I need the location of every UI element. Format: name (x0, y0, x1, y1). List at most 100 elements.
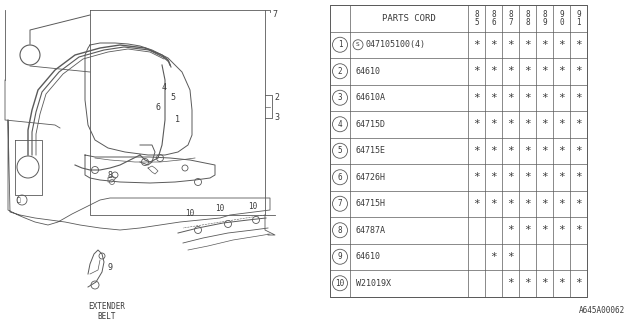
Text: *: * (541, 93, 548, 103)
Text: *: * (490, 119, 497, 129)
Text: *: * (490, 252, 497, 262)
Text: *: * (490, 40, 497, 50)
Text: 10: 10 (186, 209, 195, 218)
Text: *: * (558, 278, 565, 288)
Text: *: * (507, 278, 514, 288)
Text: 7: 7 (272, 10, 277, 19)
Text: 5: 5 (170, 92, 175, 101)
Text: 9: 9 (108, 262, 113, 271)
Text: 7: 7 (338, 199, 342, 208)
Text: 64610: 64610 (356, 67, 381, 76)
Text: *: * (558, 146, 565, 156)
Text: *: * (558, 225, 565, 235)
Text: *: * (575, 199, 582, 209)
Text: *: * (575, 172, 582, 182)
Text: *: * (490, 199, 497, 209)
Text: *: * (524, 40, 531, 50)
Text: S: S (356, 42, 360, 47)
Text: 2: 2 (274, 92, 279, 101)
Text: *: * (575, 146, 582, 156)
Text: *: * (473, 172, 480, 182)
Text: 047105100(4): 047105100(4) (366, 40, 426, 49)
Text: *: * (541, 225, 548, 235)
Text: *: * (541, 199, 548, 209)
Text: *: * (541, 172, 548, 182)
Text: 9: 9 (338, 252, 342, 261)
Text: *: * (524, 172, 531, 182)
Text: *: * (507, 93, 514, 103)
Text: *: * (558, 199, 565, 209)
Text: *: * (473, 40, 480, 50)
Text: 8: 8 (474, 10, 479, 19)
Text: *: * (507, 199, 514, 209)
Text: *: * (524, 278, 531, 288)
Text: *: * (473, 119, 480, 129)
Text: *: * (507, 66, 514, 76)
Text: *: * (507, 225, 514, 235)
Text: 6: 6 (338, 173, 342, 182)
Text: 1: 1 (576, 18, 581, 27)
Text: 64610A: 64610A (356, 93, 386, 102)
Text: *: * (473, 199, 480, 209)
Text: 7: 7 (508, 18, 513, 27)
Text: 64715D: 64715D (356, 120, 386, 129)
Text: *: * (507, 172, 514, 182)
Text: 3: 3 (274, 114, 279, 123)
Text: 9: 9 (576, 10, 581, 19)
Text: 4: 4 (162, 84, 167, 92)
Text: 10: 10 (335, 279, 344, 288)
Text: *: * (490, 146, 497, 156)
Text: *: * (575, 66, 582, 76)
Text: *: * (575, 40, 582, 50)
Text: 64715H: 64715H (356, 199, 386, 208)
Text: 8: 8 (338, 226, 342, 235)
Text: *: * (541, 40, 548, 50)
Text: 1: 1 (338, 40, 342, 49)
Text: ⑧: ⑧ (17, 197, 21, 203)
Text: *: * (524, 93, 531, 103)
Text: *: * (524, 66, 531, 76)
Text: 8: 8 (491, 10, 496, 19)
Text: 64726H: 64726H (356, 173, 386, 182)
Text: 64610: 64610 (356, 252, 381, 261)
Text: *: * (473, 146, 480, 156)
Text: *: * (541, 278, 548, 288)
Text: *: * (541, 66, 548, 76)
Text: *: * (524, 146, 531, 156)
Text: *: * (507, 252, 514, 262)
Text: *: * (473, 66, 480, 76)
Text: *: * (541, 119, 548, 129)
Text: A645A00062: A645A00062 (579, 306, 625, 315)
Bar (330, 5, 587, 297)
Text: 6: 6 (491, 18, 496, 27)
Text: 10: 10 (216, 204, 225, 213)
Text: *: * (575, 225, 582, 235)
Text: 64787A: 64787A (356, 226, 386, 235)
Text: *: * (558, 119, 565, 129)
Text: 2: 2 (338, 67, 342, 76)
Text: 64715E: 64715E (356, 146, 386, 155)
Text: 3: 3 (338, 93, 342, 102)
Text: 9: 9 (559, 10, 564, 19)
Text: 6: 6 (155, 103, 160, 113)
Text: 5: 5 (474, 18, 479, 27)
Text: 0: 0 (559, 18, 564, 27)
Text: 4: 4 (338, 120, 342, 129)
Text: PARTS CORD: PARTS CORD (382, 14, 436, 23)
Text: W21019X: W21019X (356, 279, 391, 288)
Text: *: * (473, 93, 480, 103)
Text: 5: 5 (338, 146, 342, 155)
Text: 8: 8 (525, 18, 530, 27)
Text: 1: 1 (175, 116, 180, 124)
Text: *: * (541, 146, 548, 156)
Text: *: * (558, 66, 565, 76)
Text: *: * (575, 278, 582, 288)
Text: *: * (507, 40, 514, 50)
Text: 9: 9 (542, 18, 547, 27)
Text: 8: 8 (508, 10, 513, 19)
Text: 10: 10 (248, 202, 258, 211)
Text: 8: 8 (525, 10, 530, 19)
Text: *: * (558, 40, 565, 50)
Text: *: * (524, 119, 531, 129)
Text: *: * (490, 66, 497, 76)
